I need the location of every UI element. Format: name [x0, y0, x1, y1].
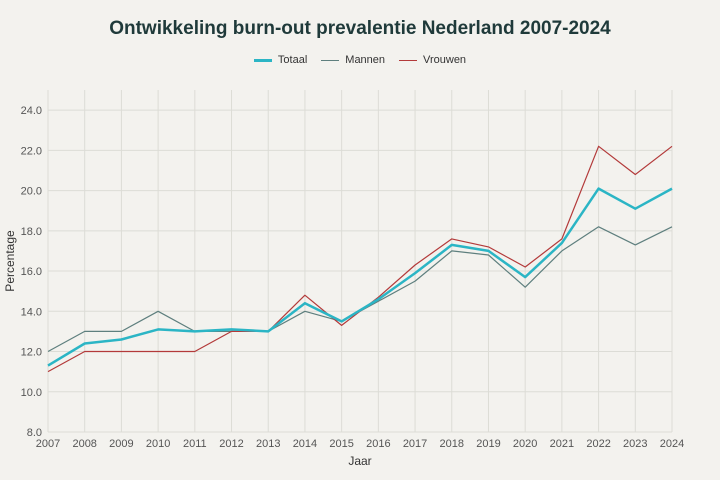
legend: Totaal Mannen Vrouwen	[0, 54, 720, 66]
x-tick-label: 2021	[550, 438, 574, 450]
x-tick-label: 2012	[219, 438, 243, 450]
x-tick-label: 2023	[623, 438, 647, 450]
y-tick-label: 14.0	[21, 306, 42, 318]
legend-item-vrouwen[interactable]: Vrouwen	[399, 54, 466, 66]
y-tick-label: 10.0	[21, 387, 42, 399]
legend-swatch-vrouwen	[399, 59, 418, 61]
x-tick-label: 2020	[513, 438, 537, 450]
y-axis-title: Percentage	[3, 230, 17, 292]
x-tick-label: 2024	[660, 438, 684, 450]
y-tick-label: 24.0	[21, 105, 42, 117]
y-tick-label: 18.0	[21, 226, 42, 238]
x-tick-label: 2019	[476, 438, 500, 450]
y-tick-label: 20.0	[21, 186, 42, 198]
y-tick-label: 16.0	[21, 266, 42, 278]
legend-swatch-mannen	[321, 59, 340, 61]
y-tick-label: 8.0	[27, 427, 42, 439]
legend-label-vrouwen: Vrouwen	[423, 54, 467, 66]
y-tick-label: 12.0	[21, 347, 42, 359]
x-tick-label: 2017	[403, 438, 427, 450]
x-tick-label: 2011	[183, 438, 207, 450]
x-tick-label: 2015	[329, 438, 353, 450]
x-tick-label: 2018	[440, 438, 464, 450]
series-line-totaal	[47, 187, 673, 367]
legend-label-mannen: Mannen	[345, 54, 386, 66]
legend-item-totaal[interactable]: Totaal	[253, 54, 308, 66]
x-tick-label: 2022	[586, 438, 610, 450]
x-tick-label: 2009	[109, 438, 133, 450]
series-line-vrouwen	[47, 145, 673, 373]
y-tick-label: 22.0	[21, 145, 42, 157]
x-tick-label: 2007	[36, 438, 60, 450]
x-tick-label: 2013	[256, 438, 280, 450]
legend-item-mannen[interactable]: Mannen	[321, 54, 385, 66]
x-tick-label: 2010	[146, 438, 170, 450]
x-tick-label: 2016	[366, 438, 390, 450]
chart-title: Ontwikkeling burn-out prevalentie Nederl…	[109, 18, 611, 39]
legend-label-totaal: Totaal	[277, 54, 308, 66]
x-tick-label: 2008	[72, 438, 96, 450]
x-axis-title: Jaar	[348, 454, 371, 468]
x-tick-label: 2014	[293, 438, 317, 450]
legend-swatch-totaal	[253, 58, 272, 62]
